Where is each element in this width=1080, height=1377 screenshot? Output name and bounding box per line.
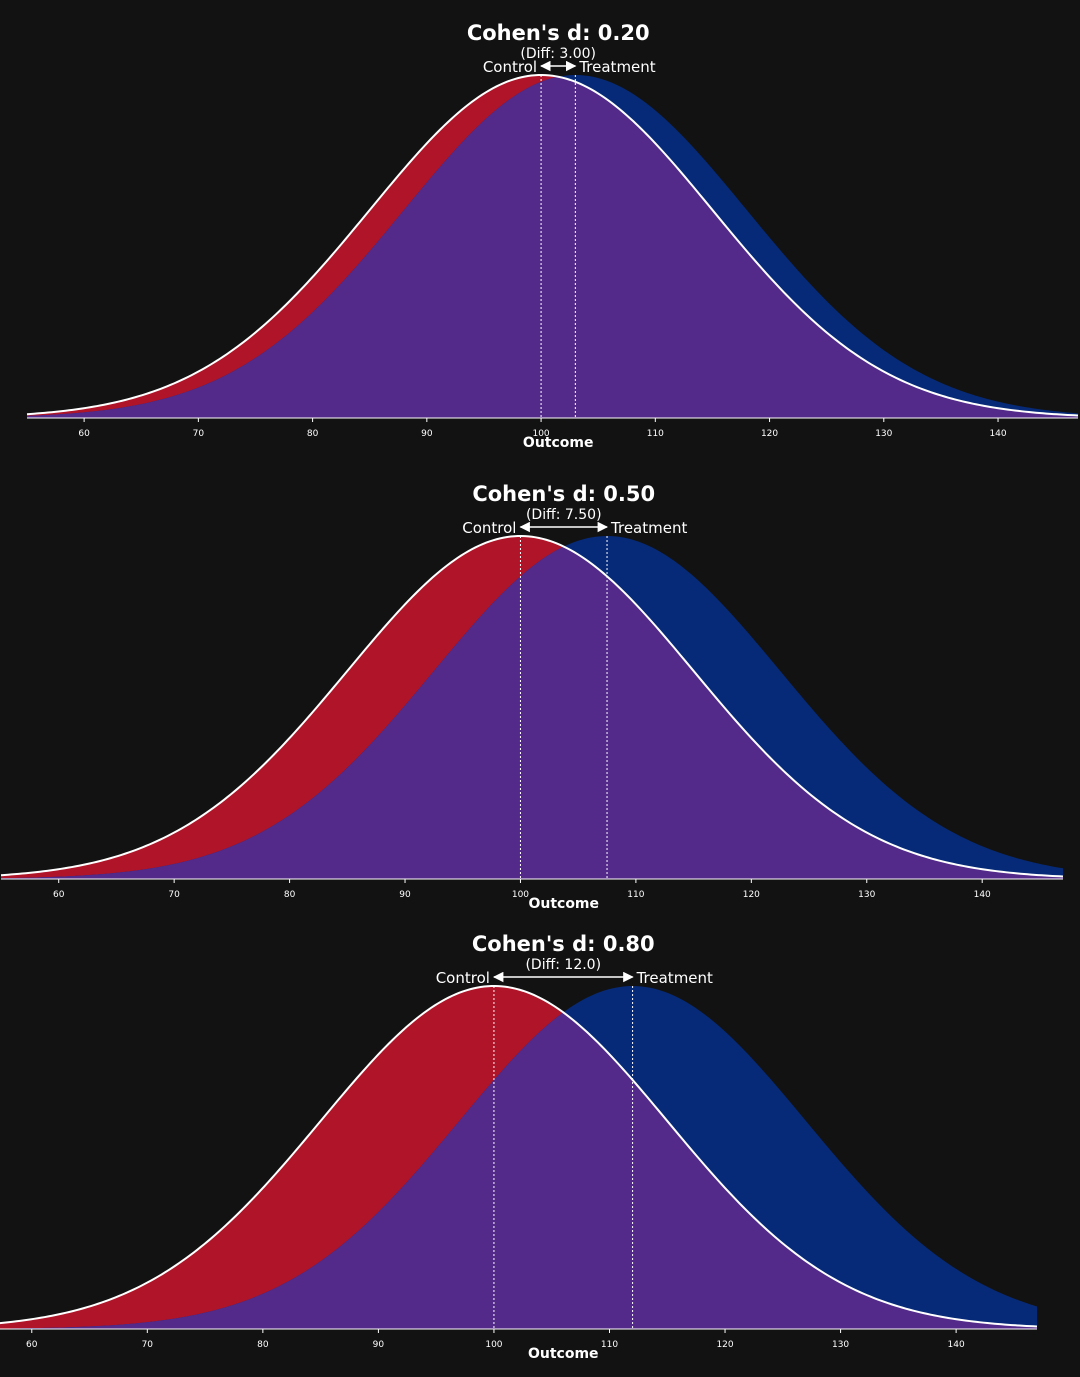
x-tick-label: 60	[26, 1340, 38, 1350]
x-tick-label: 100	[532, 429, 549, 439]
chart-panel-1: 60 70 80 90 100 110 120 130 140 Outcome Cohen's d:…	[26, 21, 1079, 451]
x-axis-label: Outcome	[523, 435, 594, 451]
x-tick-label: 110	[627, 890, 644, 900]
treatment-label: Treatment	[578, 58, 655, 76]
x-tick-label: 80	[284, 890, 296, 900]
x-tick-label: 120	[716, 1340, 733, 1350]
x-tick-label: 80	[307, 429, 319, 439]
x-tick-label: 90	[421, 429, 433, 439]
chart-subtitle: (Diff: 3.00)	[520, 46, 596, 62]
overlap-area	[1, 546, 1063, 879]
treatment-label: Treatment	[636, 969, 713, 987]
control-label: Control	[436, 969, 490, 987]
x-tick-label: 70	[168, 890, 180, 900]
control-density-line	[26, 73, 1079, 417]
chart-panel-3: 60 70 80 90 100 110 120 130 140 Outcome Cohen's d:…	[0, 932, 1038, 1362]
overlap-area	[27, 76, 1078, 418]
x-tick-label: 70	[142, 1340, 154, 1350]
x-tick-label: 100	[485, 1340, 502, 1350]
x-tick-label: 120	[761, 429, 778, 439]
chart-title: Cohen's d: 0.20	[467, 21, 650, 45]
chart-subtitle: (Diff: 7.50)	[526, 507, 602, 523]
x-tick-label: 130	[875, 429, 892, 439]
x-tick-label: 100	[512, 890, 529, 900]
overlap-area	[0, 1013, 1037, 1329]
x-axis-label: Outcome	[528, 896, 599, 912]
control-density-line	[0, 534, 1064, 878]
x-axis-label: Outcome	[528, 1346, 599, 1362]
chart-title: Cohen's d: 0.50	[472, 482, 655, 506]
x-tick-label: 60	[53, 890, 65, 900]
control-label: Control	[483, 58, 537, 76]
x-tick-label: 70	[193, 429, 205, 439]
treatment-label: Treatment	[610, 519, 687, 537]
x-tick-label: 130	[858, 890, 875, 900]
x-tick-label: 60	[78, 429, 90, 439]
control-density-line	[0, 984, 1038, 1328]
x-tick-label: 130	[832, 1340, 849, 1350]
x-tick-label: 120	[743, 890, 760, 900]
x-tick-label: 90	[373, 1340, 385, 1350]
x-tick-label: 90	[399, 890, 411, 900]
chart-panel-2: 60 70 80 90 100 110 120 130 140 Outcome Cohen's d:…	[0, 482, 1064, 912]
x-tick-label: 140	[989, 429, 1006, 439]
chart-title: Cohen's d: 0.80	[472, 932, 655, 956]
x-tick-label: 80	[257, 1340, 269, 1350]
x-tick-label: 140	[948, 1340, 965, 1350]
x-tick-label: 140	[974, 890, 991, 900]
x-tick-label: 110	[647, 429, 664, 439]
x-tick-label: 110	[601, 1340, 618, 1350]
chart-subtitle: (Diff: 12.0)	[525, 957, 601, 973]
control-label: Control	[462, 519, 516, 537]
